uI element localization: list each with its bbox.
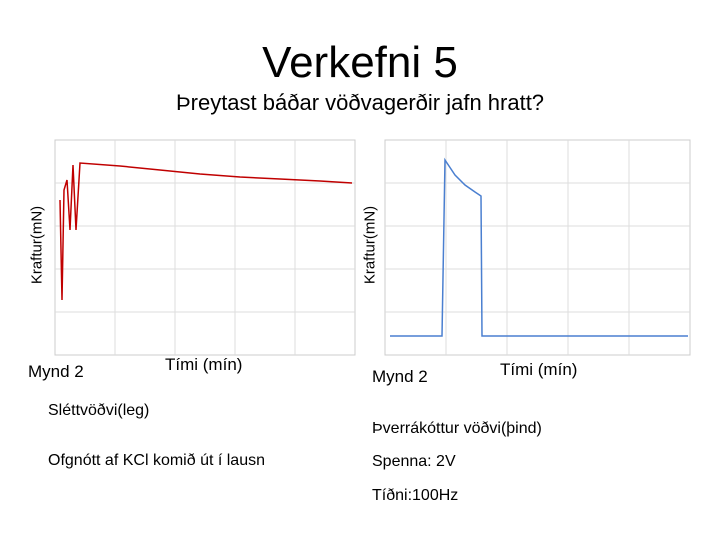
left-trace (59, 162, 353, 301)
note: Ofgnótt af KCl komið út í lausn (48, 452, 265, 469)
subtitle: Þreytast báðar vöðvagerðir jafn hratt? (175, 90, 545, 115)
title: Verkefni 5 (262, 38, 458, 87)
note: Spenna: 2V (372, 453, 456, 470)
note: Tíðni:100Hz (372, 487, 459, 504)
y-axis-label: Kraftur(mN) (28, 205, 46, 285)
right-plot (384, 139, 691, 356)
caption: Mynd 2 (28, 362, 84, 381)
note: Sléttvöðvi(leg) (48, 402, 150, 419)
x-axis-label: Tími (mín) (500, 360, 578, 379)
caption: Mynd 2 (372, 367, 428, 386)
note: Þverrákóttur vöðvi(þind) (372, 420, 542, 437)
left-plot (54, 139, 356, 356)
right-trace (390, 157, 688, 337)
y-axis-label: Kraftur(mN) (361, 205, 379, 285)
x-axis-label: Tími (mín) (165, 355, 243, 374)
